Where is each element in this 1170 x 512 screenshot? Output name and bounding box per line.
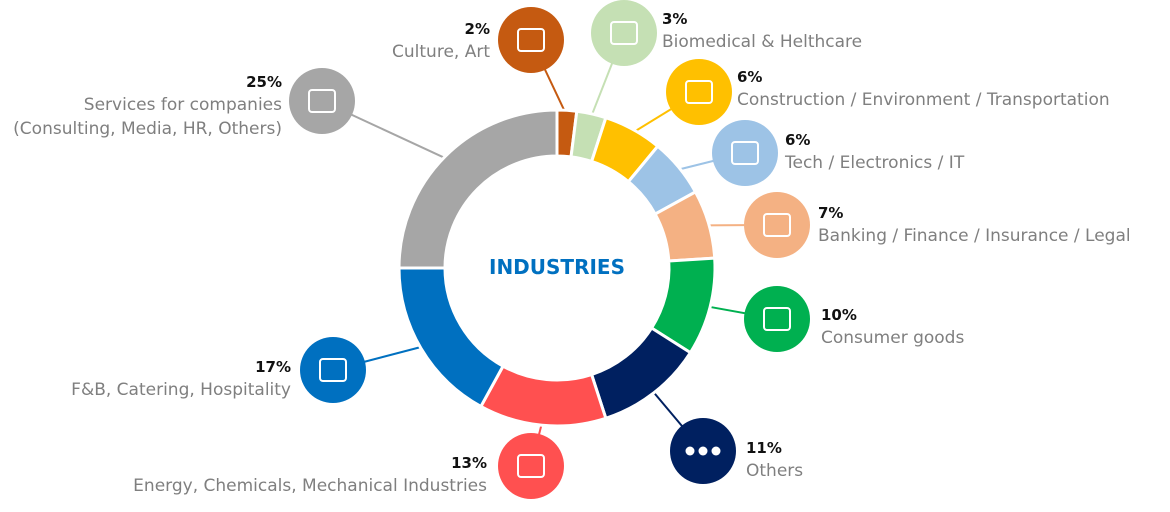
- icon-dot: [698, 446, 708, 456]
- category-icon: [666, 59, 732, 125]
- donut-segment: [589, 325, 693, 421]
- icon-glyph: [319, 358, 347, 382]
- value-label: 7%: [818, 204, 844, 222]
- value-label: 13%: [451, 454, 487, 472]
- category-label: Culture, Art: [392, 42, 490, 62]
- category-icon: [300, 337, 366, 403]
- category-icon: [289, 68, 355, 134]
- category-label: Banking / Finance / Insurance / Legal: [818, 226, 1131, 246]
- value-label: 25%: [246, 73, 282, 91]
- category-icon: [591, 0, 657, 66]
- icon-dot: [711, 446, 721, 456]
- category-label: Biomedical & Helthcare: [662, 32, 863, 52]
- icon-glyph: [308, 89, 336, 113]
- category-icon: [744, 192, 810, 258]
- category-icon: [712, 120, 778, 186]
- icon-glyph: [731, 141, 759, 165]
- icon-glyph: [685, 80, 713, 104]
- donut-segment: [397, 266, 506, 409]
- category-icon: [744, 286, 810, 352]
- center-label: INDUSTRIES: [489, 255, 625, 279]
- category-label: Services for companies (Consulting, Medi…: [13, 95, 282, 139]
- category-label: Others: [746, 461, 804, 481]
- value-label: 2%: [464, 20, 490, 38]
- icon-glyph: [517, 28, 545, 52]
- icon-glyph: [517, 454, 545, 478]
- icon-glyph: [610, 21, 638, 45]
- icon-dot: [685, 446, 695, 456]
- value-label: 17%: [255, 358, 291, 376]
- value-label: 11%: [746, 439, 782, 457]
- icon-glyph: [763, 307, 791, 331]
- icon-glyph: [763, 213, 791, 237]
- category-icon: [498, 7, 564, 73]
- value-label: 10%: [821, 306, 857, 324]
- category-icon: [498, 433, 564, 499]
- value-label: 6%: [785, 131, 811, 149]
- value-label: 6%: [737, 68, 763, 86]
- value-label: 3%: [662, 10, 688, 28]
- category-label: F&B, Catering, Hospitality: [71, 380, 291, 400]
- donut-segment: [397, 108, 559, 270]
- category-label: Construction / Environment / Transportat…: [737, 90, 1110, 110]
- category-label: Tech / Electronics / IT: [785, 153, 965, 173]
- category-label: Consumer goods: [821, 328, 965, 348]
- category-label: Energy, Chemicals, Mechanical Industries: [133, 476, 487, 496]
